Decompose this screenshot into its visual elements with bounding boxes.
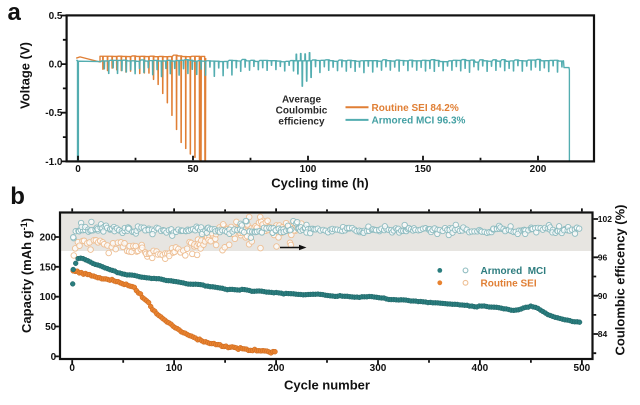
- svg-text:0: 0: [75, 164, 81, 175]
- svg-text:Capacity (mAh g-1): Capacity (mAh g-1): [19, 218, 34, 333]
- svg-text:200: 200: [268, 363, 285, 374]
- svg-text:150: 150: [40, 262, 57, 273]
- svg-text:b: b: [10, 183, 25, 210]
- svg-text:90: 90: [598, 291, 608, 301]
- svg-text:100: 100: [40, 292, 57, 303]
- svg-text:300: 300: [370, 363, 387, 374]
- svg-text:Cycling time (h): Cycling time (h): [271, 175, 369, 190]
- svg-text:0: 0: [69, 363, 75, 374]
- svg-text:50: 50: [45, 322, 57, 333]
- svg-text:0.5: 0.5: [49, 11, 63, 22]
- svg-text:84: 84: [598, 329, 608, 339]
- svg-text:100: 100: [300, 164, 317, 175]
- svg-text:400: 400: [472, 363, 489, 374]
- svg-text:0.0: 0.0: [49, 60, 63, 71]
- svg-text:500: 500: [574, 363, 591, 374]
- svg-text:Routine SEI: Routine SEI: [481, 278, 537, 289]
- svg-text:100: 100: [166, 363, 183, 374]
- svg-text:a: a: [8, 0, 22, 26]
- svg-text:Coulombic: Coulombic: [276, 106, 328, 117]
- svg-text:Cycle number: Cycle number: [284, 378, 370, 393]
- svg-text:96: 96: [598, 252, 608, 262]
- svg-text:150: 150: [415, 164, 432, 175]
- svg-text:50: 50: [187, 164, 199, 175]
- svg-text:efficiency: efficiency: [278, 117, 325, 128]
- svg-text:Average: Average: [282, 95, 322, 106]
- svg-text:Armored MCI: Armored MCI: [481, 266, 547, 277]
- svg-text:102: 102: [598, 214, 612, 224]
- svg-text:-1.0: -1.0: [45, 157, 63, 168]
- svg-text:Routine SEI 84.2%: Routine SEI 84.2%: [372, 103, 459, 114]
- svg-text:200: 200: [40, 233, 57, 244]
- svg-text:Voltage (V): Voltage (V): [18, 42, 33, 109]
- svg-text:-0.5: -0.5: [45, 108, 63, 119]
- svg-text:200: 200: [530, 164, 547, 175]
- svg-text:Armored MCI 96.3%: Armored MCI 96.3%: [372, 116, 466, 127]
- svg-text:Coulombic efficency (%): Coulombic efficency (%): [613, 205, 628, 356]
- svg-text:0: 0: [51, 352, 57, 363]
